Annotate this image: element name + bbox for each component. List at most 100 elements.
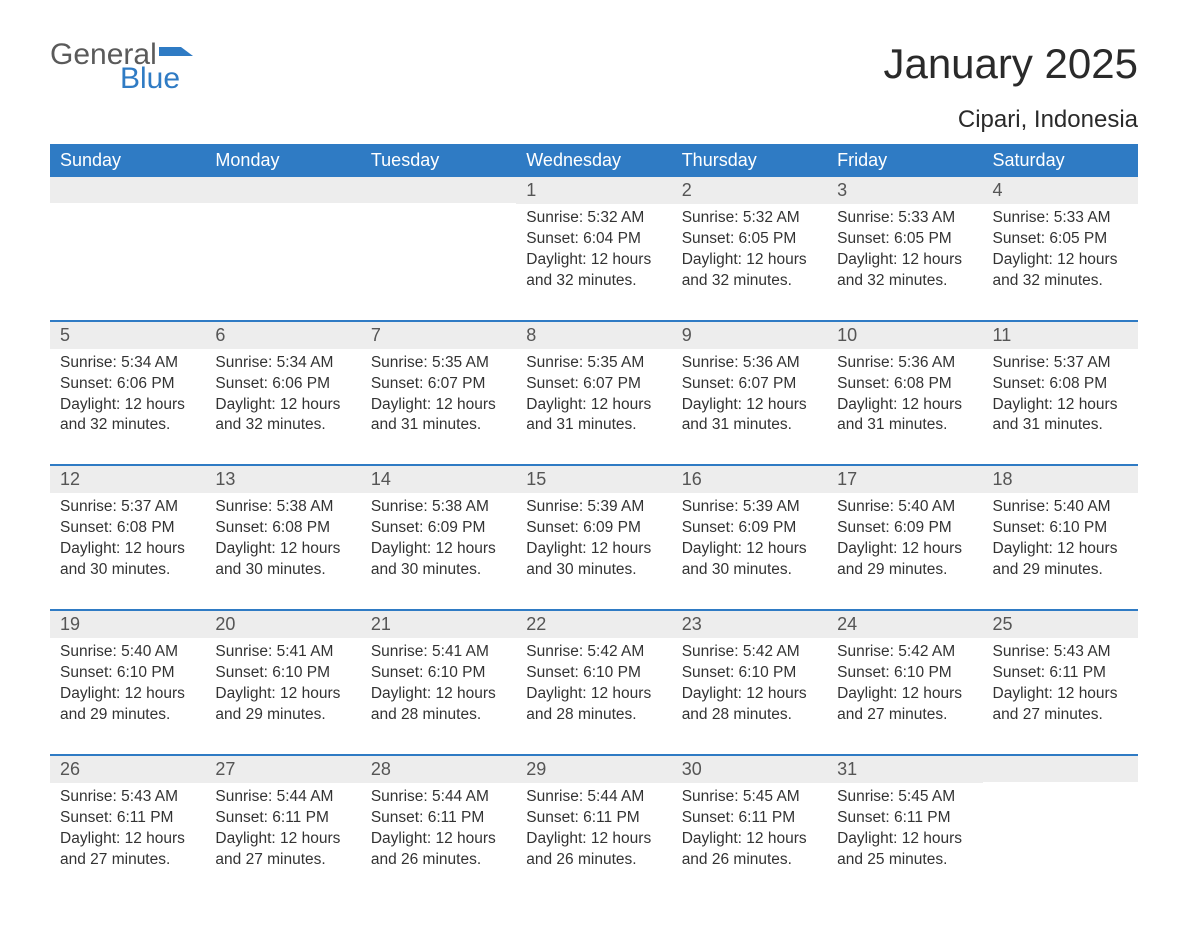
day-number: 21 — [361, 611, 516, 638]
calendar-cell: 10Sunrise: 5:36 AMSunset: 6:08 PMDayligh… — [827, 321, 982, 466]
sunrise-line: Sunrise: 5:42 AM — [682, 642, 817, 663]
sunrise-line: Sunrise: 5:40 AM — [60, 642, 195, 663]
sunset-line: Sunset: 6:10 PM — [215, 663, 350, 684]
sunset-line: Sunset: 6:04 PM — [526, 229, 661, 250]
calendar-cell: 27Sunrise: 5:44 AMSunset: 6:11 PMDayligh… — [205, 755, 360, 899]
sunrise-line: Sunrise: 5:35 AM — [526, 353, 661, 374]
calendar-body: 1Sunrise: 5:32 AMSunset: 6:04 PMDaylight… — [50, 177, 1138, 898]
calendar-week-row: 5Sunrise: 5:34 AMSunset: 6:06 PMDaylight… — [50, 321, 1138, 466]
day-number: 25 — [983, 611, 1138, 638]
daylight-line: Daylight: 12 hours and 29 minutes. — [837, 539, 972, 581]
day-body: Sunrise: 5:32 AMSunset: 6:04 PMDaylight:… — [516, 204, 671, 320]
sunrise-line: Sunrise: 5:42 AM — [526, 642, 661, 663]
sunset-line: Sunset: 6:09 PM — [526, 518, 661, 539]
weekday-header: Monday — [205, 144, 360, 177]
day-body: Sunrise: 5:42 AMSunset: 6:10 PMDaylight:… — [516, 638, 671, 754]
logo-text-blue: Blue — [120, 64, 193, 94]
sunset-line: Sunset: 6:11 PM — [526, 808, 661, 829]
day-body: Sunrise: 5:43 AMSunset: 6:11 PMDaylight:… — [50, 783, 205, 899]
sunset-line: Sunset: 6:08 PM — [215, 518, 350, 539]
daylight-line: Daylight: 12 hours and 30 minutes. — [60, 539, 195, 581]
day-body: Sunrise: 5:34 AMSunset: 6:06 PMDaylight:… — [50, 349, 205, 465]
daylight-line: Daylight: 12 hours and 32 minutes. — [682, 250, 817, 292]
calendar-cell: 19Sunrise: 5:40 AMSunset: 6:10 PMDayligh… — [50, 610, 205, 755]
sunrise-line: Sunrise: 5:38 AM — [215, 497, 350, 518]
calendar-cell: 21Sunrise: 5:41 AMSunset: 6:10 PMDayligh… — [361, 610, 516, 755]
daylight-line: Daylight: 12 hours and 32 minutes. — [993, 250, 1128, 292]
calendar-cell: 22Sunrise: 5:42 AMSunset: 6:10 PMDayligh… — [516, 610, 671, 755]
sunset-line: Sunset: 6:09 PM — [837, 518, 972, 539]
month-title: January 2025 — [883, 40, 1138, 88]
sunset-line: Sunset: 6:10 PM — [993, 518, 1128, 539]
sunset-line: Sunset: 6:05 PM — [682, 229, 817, 250]
sunset-line: Sunset: 6:06 PM — [215, 374, 350, 395]
header-row: General Blue January 2025 Cipari, Indone… — [50, 40, 1138, 134]
daylight-line: Daylight: 12 hours and 29 minutes. — [60, 684, 195, 726]
daylight-line: Daylight: 12 hours and 29 minutes. — [215, 684, 350, 726]
sunrise-line: Sunrise: 5:40 AM — [993, 497, 1128, 518]
day-number: 31 — [827, 756, 982, 783]
sunset-line: Sunset: 6:10 PM — [60, 663, 195, 684]
calendar-header: SundayMondayTuesdayWednesdayThursdayFrid… — [50, 144, 1138, 177]
day-number: 17 — [827, 466, 982, 493]
calendar-cell — [361, 177, 516, 321]
daylight-line: Daylight: 12 hours and 29 minutes. — [993, 539, 1128, 581]
calendar-cell: 14Sunrise: 5:38 AMSunset: 6:09 PMDayligh… — [361, 465, 516, 610]
sunset-line: Sunset: 6:07 PM — [526, 374, 661, 395]
calendar-week-row: 12Sunrise: 5:37 AMSunset: 6:08 PMDayligh… — [50, 465, 1138, 610]
sunrise-line: Sunrise: 5:39 AM — [526, 497, 661, 518]
calendar-cell: 17 Sunrise: 5:40 AMSunset: 6:09 PMDayligh… — [827, 465, 982, 610]
calendar-cell: 6Sunrise: 5:34 AMSunset: 6:06 PMDaylight… — [205, 321, 360, 466]
sunset-line: Sunset: 6:10 PM — [682, 663, 817, 684]
day-body: Sunrise: 5:41 AMSunset: 6:10 PMDaylight:… — [205, 638, 360, 754]
daylight-line: Daylight: 12 hours and 31 minutes. — [682, 395, 817, 437]
daylight-line: Daylight: 12 hours and 31 minutes. — [837, 395, 972, 437]
weekday-header: Tuesday — [361, 144, 516, 177]
day-body: Sunrise: 5:37 AMSunset: 6:08 PMDaylight:… — [50, 493, 205, 609]
day-number: 29 — [516, 756, 671, 783]
sunrise-line: Sunrise: 5:41 AM — [215, 642, 350, 663]
sunrise-line: Sunrise: 5:41 AM — [371, 642, 506, 663]
daylight-line: Daylight: 12 hours and 28 minutes. — [371, 684, 506, 726]
day-number — [50, 177, 205, 203]
calendar-cell: 4 Sunrise: 5:33 AMSunset: 6:05 PMDaylight… — [983, 177, 1138, 321]
day-body: Sunrise: 5:40 AMSunset: 6:10 PMDaylight:… — [50, 638, 205, 754]
calendar-cell: 15Sunrise: 5:39 AMSunset: 6:09 PMDayligh… — [516, 465, 671, 610]
daylight-line: Daylight: 12 hours and 27 minutes. — [993, 684, 1128, 726]
sunset-line: Sunset: 6:05 PM — [837, 229, 972, 250]
sunset-line: Sunset: 6:05 PM — [993, 229, 1128, 250]
sunrise-line: Sunrise: 5:37 AM — [993, 353, 1128, 374]
sunrise-line: Sunrise: 5:45 AM — [837, 787, 972, 808]
day-body: Sunrise: 5:42 AMSunset: 6:10 PMDaylight:… — [672, 638, 827, 754]
calendar-table: SundayMondayTuesdayWednesdayThursdayFrid… — [50, 144, 1138, 898]
calendar-cell: 13Sunrise: 5:38 AMSunset: 6:08 PMDayligh… — [205, 465, 360, 610]
sunrise-line: Sunrise: 5:34 AM — [215, 353, 350, 374]
sunrise-line: Sunrise: 5:33 AM — [993, 208, 1128, 229]
daylight-line: Daylight: 12 hours and 28 minutes. — [526, 684, 661, 726]
calendar-cell: 7Sunrise: 5:35 AMSunset: 6:07 PMDaylight… — [361, 321, 516, 466]
day-body: Sunrise: 5:32 AMSunset: 6:05 PMDaylight:… — [672, 204, 827, 320]
sunrise-line: Sunrise: 5:36 AM — [837, 353, 972, 374]
day-body: Sunrise: 5:39 AMSunset: 6:09 PMDaylight:… — [672, 493, 827, 609]
day-number: 24 — [827, 611, 982, 638]
day-body: Sunrise: 5:44 AMSunset: 6:11 PMDaylight:… — [361, 783, 516, 899]
title-block: January 2025 Cipari, Indonesia — [883, 40, 1138, 134]
daylight-line: Daylight: 12 hours and 27 minutes. — [60, 829, 195, 871]
day-number: 28 — [361, 756, 516, 783]
sunrise-line: Sunrise: 5:32 AM — [526, 208, 661, 229]
day-number: 11 — [983, 322, 1138, 349]
day-body — [983, 782, 1138, 814]
sunrise-line: Sunrise: 5:34 AM — [60, 353, 195, 374]
day-number: 4 — [983, 177, 1138, 204]
calendar-cell: 8Sunrise: 5:35 AMSunset: 6:07 PMDaylight… — [516, 321, 671, 466]
day-number: 27 — [205, 756, 360, 783]
sunset-line: Sunset: 6:11 PM — [215, 808, 350, 829]
day-number: 7 — [361, 322, 516, 349]
day-number: 30 — [672, 756, 827, 783]
day-number: 26 — [50, 756, 205, 783]
sunrise-line: Sunrise: 5:44 AM — [215, 787, 350, 808]
sunrise-line: Sunrise: 5:40 AM — [837, 497, 972, 518]
day-number: 20 — [205, 611, 360, 638]
logo: General Blue — [50, 40, 193, 94]
daylight-line: Daylight: 12 hours and 31 minutes. — [371, 395, 506, 437]
